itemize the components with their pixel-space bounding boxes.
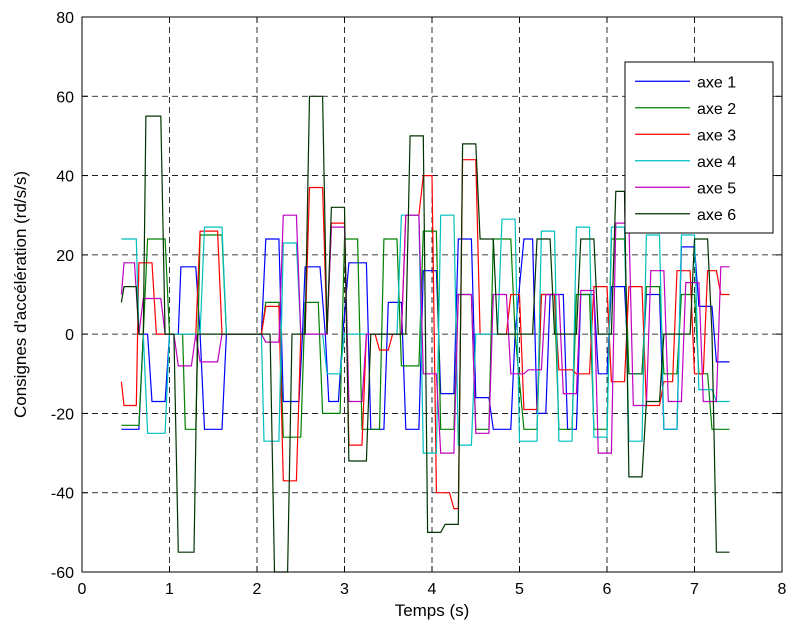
y-tick-label: -20 — [51, 406, 74, 423]
y-tick-label: -60 — [51, 565, 74, 582]
grid-lines — [82, 17, 782, 572]
y-tick-label: 80 — [56, 10, 74, 27]
x-tick-label: 0 — [78, 581, 87, 598]
x-tick-label: 5 — [515, 581, 524, 598]
x-tick-label: 8 — [778, 581, 787, 598]
legend-label: axe 3 — [697, 127, 736, 144]
y-tick-label: 40 — [56, 169, 74, 186]
y-tick-label: -40 — [51, 486, 74, 503]
x-tick-label: 7 — [690, 581, 699, 598]
series-line-axe-5 — [120, 214, 730, 454]
series-layer — [120, 95, 730, 573]
series-line-axe-6 — [120, 95, 730, 573]
legend: axe 1 axe 2 axe 3 axe 4 axe 5 axe 6 — [624, 61, 774, 234]
axis-ticks: 0 1 2 3 4 5 6 7 8 -60 -40 -20 0 20 40 60 80 — [51, 10, 787, 598]
y-tick-label: 60 — [56, 89, 74, 106]
x-axis-label: Temps (s) — [395, 601, 470, 620]
legend-label: axe 6 — [697, 207, 736, 224]
legend-label: axe 4 — [697, 154, 736, 171]
legend-label: axe 1 — [697, 74, 736, 91]
series-line-axe-4 — [121, 214, 730, 454]
x-tick-label: 1 — [165, 581, 174, 598]
y-tick-label: 20 — [56, 248, 74, 265]
x-tick-label: 2 — [253, 581, 262, 598]
y-tick-label: 0 — [65, 327, 74, 344]
x-tick-label: 3 — [340, 581, 349, 598]
x-tick-label: 4 — [428, 581, 437, 598]
legend-box — [624, 61, 774, 234]
legend-label: axe 5 — [697, 180, 736, 197]
x-tick-label: 6 — [603, 581, 612, 598]
y-axis-label: Consignes d'accélération (rd/s/s) — [11, 171, 30, 418]
legend-label: axe 2 — [697, 101, 736, 118]
series-line-axe-1 — [121, 238, 730, 430]
